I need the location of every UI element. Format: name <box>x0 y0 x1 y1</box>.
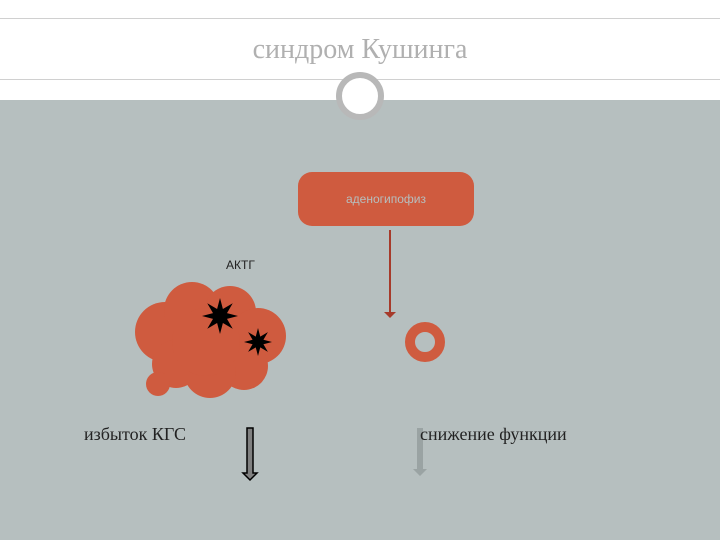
arrow-to-ring <box>384 230 396 318</box>
diagram-svg <box>0 0 720 540</box>
arrow-excess <box>243 428 257 480</box>
adrenal-cloud-icon <box>135 282 286 398</box>
small-ring-icon <box>410 327 440 357</box>
decrease-label: снижение функции <box>420 424 567 445</box>
excess-label: избыток КГС <box>84 424 186 445</box>
